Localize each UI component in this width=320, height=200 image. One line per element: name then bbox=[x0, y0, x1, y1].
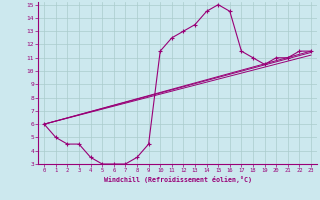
X-axis label: Windchill (Refroidissement éolien,°C): Windchill (Refroidissement éolien,°C) bbox=[104, 176, 252, 183]
